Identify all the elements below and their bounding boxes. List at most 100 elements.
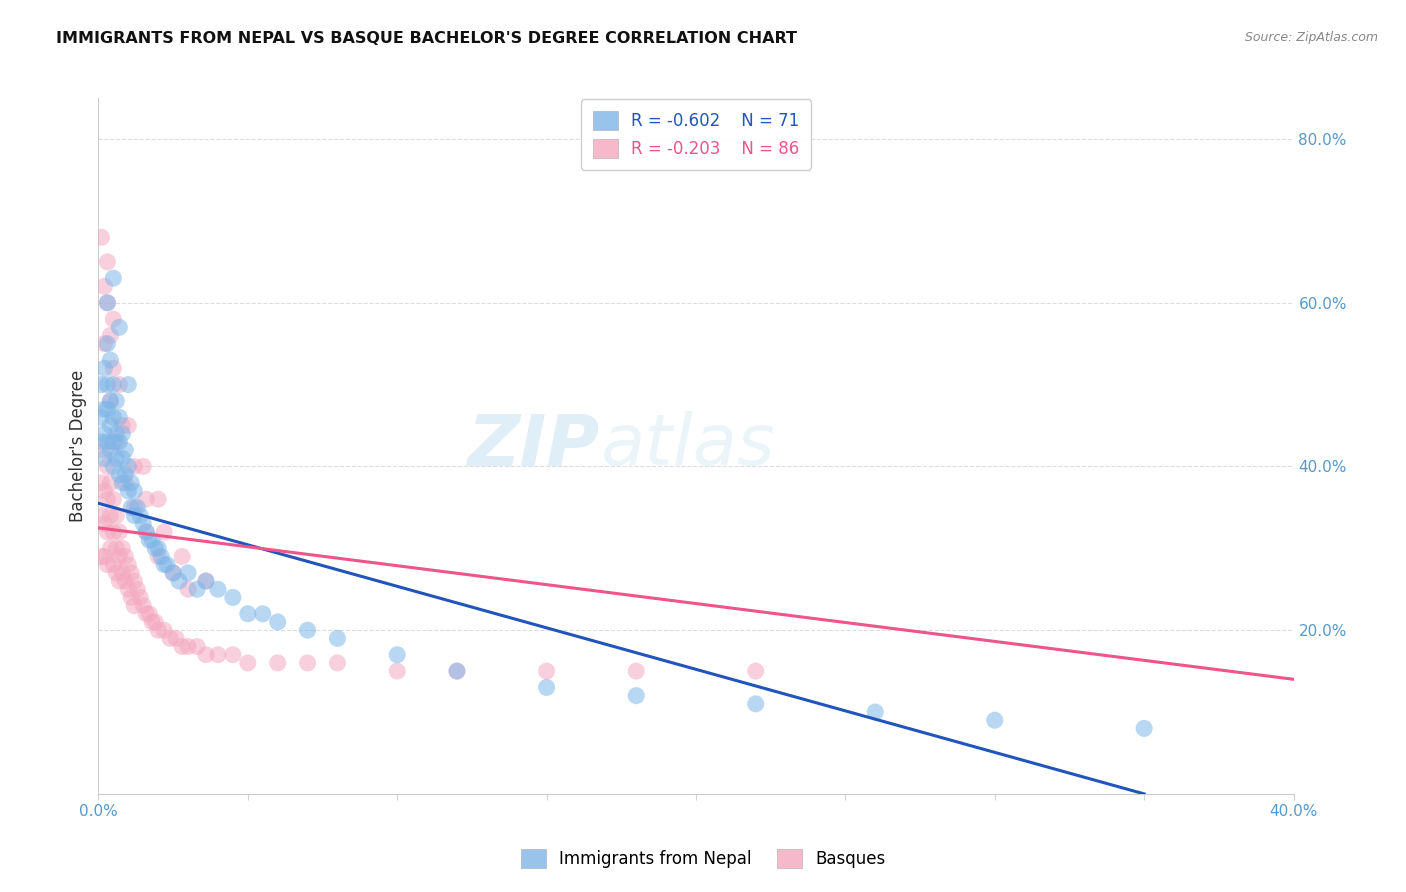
Point: [124, 500, 146, 515]
Point: [103, 361, 125, 376]
Point: [96, 459, 118, 474]
Point: [127, 582, 149, 597]
Point: [103, 377, 125, 392]
Point: [326, 632, 349, 646]
Point: [108, 574, 131, 588]
Point: [111, 475, 134, 490]
Point: [108, 377, 131, 392]
Point: [385, 664, 409, 678]
Point: [96, 377, 118, 392]
Point: [96, 336, 118, 351]
Point: [132, 516, 155, 531]
Point: [103, 271, 125, 285]
Point: [96, 524, 118, 539]
Point: [132, 459, 155, 474]
Point: [326, 656, 349, 670]
Point: [297, 623, 319, 637]
Point: [111, 418, 134, 433]
Point: [165, 632, 187, 646]
Point: [108, 467, 131, 482]
Point: [96, 255, 118, 269]
Point: [96, 402, 118, 417]
Point: [100, 475, 122, 490]
Point: [105, 434, 128, 449]
Point: [105, 566, 128, 580]
Point: [385, 648, 409, 662]
Point: [100, 418, 122, 433]
Point: [100, 394, 122, 409]
Point: [177, 582, 200, 597]
Point: [195, 574, 218, 588]
Point: [103, 492, 125, 507]
Point: [135, 607, 157, 621]
Point: [93, 483, 115, 498]
Point: [148, 492, 170, 507]
Point: [93, 361, 115, 376]
Point: [153, 623, 176, 637]
Point: [135, 524, 157, 539]
Point: [103, 410, 125, 425]
Point: [103, 434, 125, 449]
Point: [93, 402, 115, 417]
Point: [177, 566, 200, 580]
Point: [114, 549, 136, 564]
Point: [93, 549, 115, 564]
Point: [141, 615, 163, 629]
Point: [626, 664, 648, 678]
Point: [100, 353, 122, 368]
Point: [117, 459, 139, 474]
Point: [90, 549, 112, 564]
Point: [120, 475, 142, 490]
Point: [172, 640, 194, 654]
Point: [103, 524, 125, 539]
Point: [195, 574, 218, 588]
Point: [186, 582, 208, 597]
Point: [105, 451, 128, 466]
Point: [111, 426, 134, 441]
Point: [167, 574, 190, 588]
Point: [129, 508, 152, 523]
Point: [127, 500, 149, 515]
Point: [105, 541, 128, 556]
Point: [96, 434, 118, 449]
Point: [111, 541, 134, 556]
Point: [148, 541, 170, 556]
Point: [90, 410, 112, 425]
Point: [222, 591, 245, 605]
Point: [114, 475, 136, 490]
Point: [135, 492, 157, 507]
Point: [222, 648, 245, 662]
Point: [117, 418, 139, 433]
Point: [114, 574, 136, 588]
Point: [186, 640, 208, 654]
Point: [267, 656, 290, 670]
Point: [150, 549, 173, 564]
Point: [105, 508, 128, 523]
Point: [745, 697, 768, 711]
Point: [103, 459, 125, 474]
Point: [108, 434, 131, 449]
Point: [120, 566, 142, 580]
Point: [177, 640, 200, 654]
Point: [117, 558, 139, 572]
Point: [153, 558, 176, 572]
Point: [120, 591, 142, 605]
Point: [124, 459, 146, 474]
Point: [143, 615, 166, 629]
Text: ZIP: ZIP: [468, 411, 600, 481]
Point: [135, 524, 157, 539]
Point: [93, 336, 115, 351]
Point: [117, 582, 139, 597]
Point: [108, 549, 131, 564]
Point: [100, 394, 122, 409]
Point: [536, 664, 558, 678]
Point: [111, 451, 134, 466]
Point: [626, 689, 648, 703]
Point: [96, 295, 118, 310]
Text: IMMIGRANTS FROM NEPAL VS BASQUE BACHELOR'S DEGREE CORRELATION CHART: IMMIGRANTS FROM NEPAL VS BASQUE BACHELOR…: [56, 31, 797, 46]
Point: [114, 467, 136, 482]
Point: [93, 516, 115, 531]
Point: [745, 664, 768, 678]
Point: [100, 328, 122, 343]
Point: [207, 582, 229, 597]
